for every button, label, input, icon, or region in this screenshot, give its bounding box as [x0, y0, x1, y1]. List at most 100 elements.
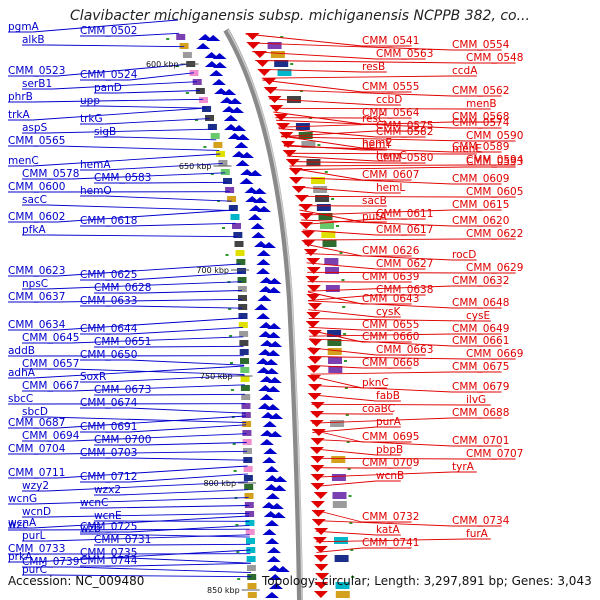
topology-label: Topology:: [262, 574, 319, 588]
plus-gene-arrow: [310, 411, 325, 418]
feature-swatch: [238, 304, 248, 310]
gene-label: putA: [362, 211, 387, 223]
plus-gene-arrow: [262, 78, 277, 85]
minus-gene-arrow: [259, 322, 274, 328]
gc-marker: [280, 36, 284, 38]
leader-line: [32, 107, 207, 121]
gene-label: CMM_0711: [8, 467, 65, 479]
plus-gene-arrow: [306, 312, 321, 319]
leader-line: [265, 88, 453, 97]
minus-gene-arrow: [265, 538, 280, 544]
plus-gene-arrow: [310, 501, 325, 508]
minus-gene-arrow: [266, 386, 281, 392]
gc-marker: [290, 63, 294, 65]
gc-marker: [350, 549, 354, 551]
gene-label: CMM_0594: [466, 154, 524, 166]
leader-line: [129, 524, 250, 533]
minus-gene-arrow: [269, 583, 284, 589]
gene-label: wcnG: [8, 493, 37, 505]
minus-gene-arrow: [235, 134, 250, 140]
feature-swatch: [241, 403, 251, 409]
minus-gene-arrow: [198, 34, 213, 40]
gene-label: furA: [466, 528, 489, 540]
gene-label: CMM_0555: [362, 81, 419, 93]
minus-gene-arrow: [212, 53, 227, 59]
feature-swatch: [223, 178, 233, 184]
gene-label: CMM_0600: [8, 181, 65, 193]
leader-line: [308, 300, 453, 309]
feature-swatch: [243, 448, 252, 454]
feature-swatch: [247, 574, 257, 580]
feature-swatch: [242, 421, 252, 427]
gene-label: phrB: [8, 91, 33, 103]
leader-line: [281, 136, 467, 142]
leader-line: [312, 438, 453, 447]
feature-swatch: [318, 213, 333, 220]
gene-label: CMM_0657: [22, 358, 79, 370]
gene-label: pfkA: [22, 224, 46, 236]
feature-swatch: [240, 376, 250, 382]
gene-label: CMM_0741: [362, 537, 419, 549]
gene-label: wcnB: [376, 470, 404, 482]
gene-label: CMM_0744: [80, 555, 138, 567]
leader-line: [46, 204, 234, 212]
leader-line: [129, 424, 247, 433]
gene-label: CMM_0628: [94, 282, 151, 294]
gene-label: CMM_0607: [362, 169, 419, 181]
gc-marker: [331, 198, 335, 200]
gene-label: upp: [80, 95, 100, 107]
leader-line: [304, 243, 363, 257]
minus-gene-arrow: [259, 376, 274, 382]
leader-line: [57, 63, 191, 77]
gene-label: CMM_0629: [466, 262, 523, 274]
plus-gene-arrow: [299, 222, 314, 229]
gene-label: CMM_0523: [8, 65, 65, 77]
gene-label: CMM_0651: [94, 336, 151, 348]
feature-swatch: [246, 547, 256, 553]
leader-line: [309, 338, 453, 347]
leader-line: [248, 42, 453, 51]
minus-gene-arrow: [259, 277, 274, 283]
plus-gene-arrow: [301, 240, 316, 247]
minus-gene-arrow: [258, 286, 273, 292]
gene-label: CMM_0563: [376, 48, 433, 60]
gc-marker: [236, 551, 240, 553]
minus-gene-arrow: [212, 62, 227, 68]
scale-tick-label: 650 kbp: [179, 162, 212, 171]
minus-gene-arrow: [264, 484, 279, 490]
feature-swatch: [242, 430, 252, 436]
feature-swatch: [328, 357, 342, 364]
leader-line: [143, 345, 244, 348]
leader-line: [71, 433, 247, 442]
genome-summary: Topology: circular; Length: 3,297,891 bp…: [262, 574, 592, 588]
gene-label: CMM_0707: [466, 448, 523, 460]
feature-swatch: [316, 204, 331, 211]
leader-line: [46, 574, 252, 578]
minus-gene-arrow: [256, 358, 271, 364]
gene-label: CMM_0589: [452, 141, 509, 153]
leader-line: [52, 81, 197, 90]
feature-swatch: [182, 52, 192, 58]
minus-gene-arrow: [264, 520, 279, 526]
minus-gene-arrow: [265, 493, 280, 499]
gc-marker: [210, 173, 214, 175]
minus-gene-arrow: [258, 385, 273, 391]
gene-label: CMM_0688: [452, 407, 509, 419]
leader-line: [288, 161, 377, 164]
feature-swatch: [237, 295, 247, 301]
plus-gene-arrow: [315, 573, 330, 580]
gc-marker: [228, 308, 232, 310]
accession-label: Accession:: [8, 574, 72, 588]
minus-gene-arrow: [263, 448, 278, 454]
gene-label: tyrA: [452, 461, 475, 473]
minus-gene-arrow: [271, 512, 286, 518]
gc-marker: [237, 578, 241, 580]
leader-line: [71, 368, 245, 376]
feature-swatch: [239, 340, 249, 346]
feature-swatch: [218, 160, 228, 166]
gc-marker: [232, 443, 236, 445]
feature-swatch: [242, 439, 252, 445]
length-label: Length:: [374, 574, 420, 588]
plus-gene-arrow: [306, 348, 321, 355]
